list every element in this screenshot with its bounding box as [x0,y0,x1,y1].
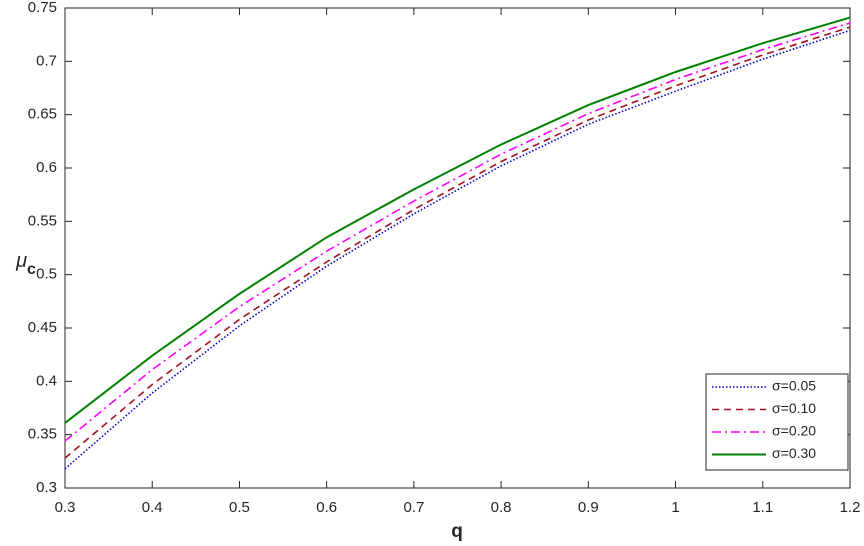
legend-label: σ=0.10 [772,400,816,416]
x-axis-label: q [451,521,463,542]
series-line [64,16,851,424]
legend-label: σ=0.20 [772,423,816,439]
x-tick-label: 0.9 [578,499,599,516]
y-axis-label: μc [15,250,36,278]
x-tick-label: 1.1 [752,499,773,516]
legend-label: σ=0.30 [772,445,816,461]
y-tick-label: 0.4 [36,372,57,389]
y-tick-label: 0.35 [28,426,57,443]
y-tick-label: 0.3 [36,479,57,496]
x-tick-label: 0.4 [142,499,163,516]
x-tick-label: 0.3 [55,499,76,516]
y-tick-label: 0.75 [28,0,57,16]
legend-label: σ=0.05 [772,378,816,394]
y-tick-label: 0.5 [36,266,57,283]
series-line [64,22,851,442]
x-tick-label: 0.7 [403,499,424,516]
y-tick-label: 0.45 [28,319,57,336]
plot-frame [64,7,851,489]
y-axis-symbol: μ [15,250,27,272]
y-axis-subscript: c [27,261,36,278]
x-tick-label: 0.8 [491,499,512,516]
y-tick-label: 0.65 [28,106,57,123]
x-tick-label: 0.6 [316,499,337,516]
y-tick-label: 0.7 [36,52,57,69]
x-tick-label: 0.5 [229,499,250,516]
series-line [64,26,851,459]
x-tick-label: 1 [671,499,679,516]
y-tick-label: 0.6 [36,159,57,176]
y-tick-label: 0.55 [28,212,57,229]
x-tick-label: 1.2 [840,499,861,516]
